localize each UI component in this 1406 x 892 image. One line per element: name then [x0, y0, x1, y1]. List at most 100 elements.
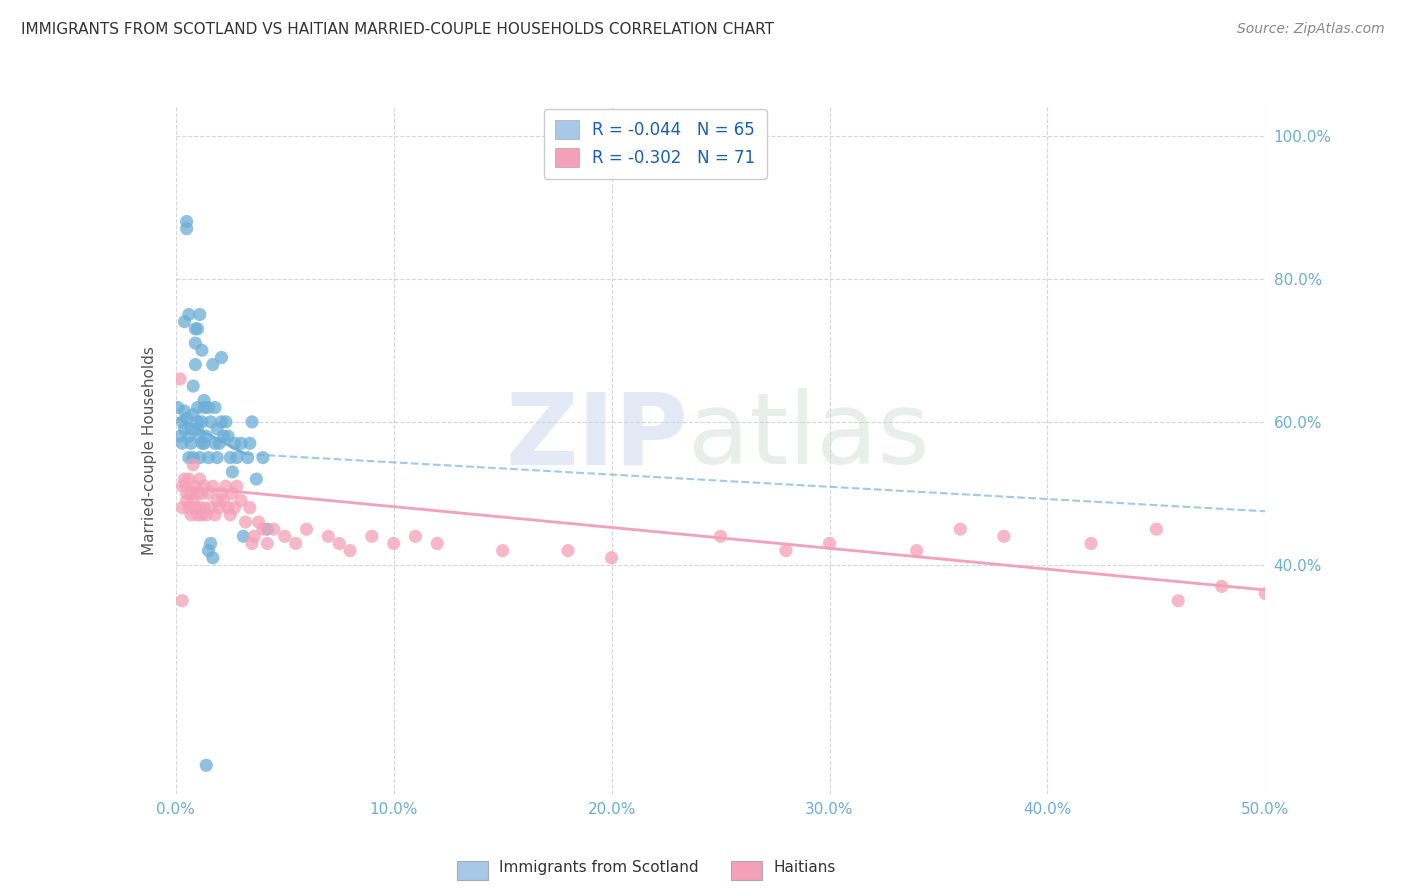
Point	[219, 508, 242, 522]
Point	[191, 343, 214, 358]
Point	[193, 500, 215, 515]
Point	[184, 358, 207, 372]
Point	[231, 493, 253, 508]
Point	[177, 308, 200, 322]
Point	[217, 429, 239, 443]
Point	[186, 401, 209, 415]
Point	[339, 543, 361, 558]
Point	[1254, 586, 1277, 600]
Point	[231, 436, 253, 450]
Point	[256, 522, 278, 536]
Point	[172, 593, 194, 607]
Point	[818, 536, 841, 550]
Point	[492, 543, 515, 558]
Point	[243, 529, 266, 543]
Point	[211, 415, 233, 429]
Text: Source: ZipAtlas.com: Source: ZipAtlas.com	[1237, 22, 1385, 37]
Point	[240, 536, 263, 550]
Point	[173, 472, 195, 486]
Point	[405, 529, 427, 543]
Point	[949, 522, 972, 536]
Point	[239, 436, 262, 450]
Point	[252, 450, 274, 465]
Point	[173, 422, 195, 436]
Point	[197, 486, 219, 500]
Point	[201, 358, 224, 372]
Point	[176, 486, 198, 500]
Point	[204, 508, 226, 522]
Point	[225, 450, 247, 465]
Point	[217, 500, 239, 515]
Point	[905, 543, 928, 558]
Point	[252, 522, 274, 536]
Point	[204, 436, 226, 450]
Point	[274, 529, 297, 543]
Point	[236, 450, 259, 465]
Point	[232, 529, 254, 543]
Point	[212, 429, 235, 443]
Point	[191, 415, 214, 429]
Point	[184, 322, 207, 336]
Point	[172, 500, 194, 515]
Point	[1167, 593, 1189, 607]
Point	[710, 529, 733, 543]
Point	[186, 322, 209, 336]
Point	[195, 508, 218, 522]
Point	[224, 500, 246, 515]
Point	[212, 493, 235, 508]
Point	[200, 500, 222, 515]
Point	[172, 415, 194, 429]
Point	[1211, 579, 1233, 593]
Point	[195, 429, 218, 443]
Point	[235, 515, 257, 529]
Point	[205, 422, 228, 436]
Point	[184, 336, 207, 351]
Point	[176, 493, 198, 508]
Point	[181, 379, 204, 393]
Point	[211, 486, 233, 500]
Point	[215, 415, 238, 429]
Text: IMMIGRANTS FROM SCOTLAND VS HAITIAN MARRIED-COUPLE HOUSEHOLDS CORRELATION CHART: IMMIGRANTS FROM SCOTLAND VS HAITIAN MARR…	[21, 22, 775, 37]
Point	[205, 450, 228, 465]
Point	[191, 508, 214, 522]
Point	[205, 493, 228, 508]
Point	[382, 536, 405, 550]
Point	[426, 536, 449, 550]
Point	[219, 450, 242, 465]
Point	[284, 536, 307, 550]
Point	[177, 472, 200, 486]
Point	[197, 543, 219, 558]
Point	[215, 479, 238, 493]
Point	[186, 486, 209, 500]
Point	[197, 450, 219, 465]
Point	[191, 436, 214, 450]
FancyBboxPatch shape	[457, 861, 488, 880]
Point	[197, 401, 219, 415]
Point	[193, 393, 215, 408]
Point	[172, 479, 194, 493]
Point	[177, 500, 200, 515]
Point	[318, 529, 340, 543]
FancyBboxPatch shape	[731, 861, 762, 880]
Point	[188, 450, 211, 465]
Point	[188, 429, 211, 443]
Point	[201, 550, 224, 565]
Point	[240, 415, 263, 429]
Point	[208, 436, 231, 450]
Point	[224, 436, 246, 450]
Point	[193, 401, 215, 415]
Text: atlas: atlas	[688, 388, 929, 485]
Point	[176, 411, 198, 425]
Point	[247, 515, 270, 529]
Text: Immigrants from Scotland: Immigrants from Scotland	[499, 860, 699, 875]
Point	[186, 415, 209, 429]
Point	[181, 450, 204, 465]
Point	[184, 500, 207, 515]
Point	[256, 536, 278, 550]
Point	[186, 508, 209, 522]
Point	[328, 536, 350, 550]
Point	[1144, 522, 1167, 536]
Point	[177, 429, 200, 443]
Point	[167, 401, 190, 415]
Point	[557, 543, 579, 558]
